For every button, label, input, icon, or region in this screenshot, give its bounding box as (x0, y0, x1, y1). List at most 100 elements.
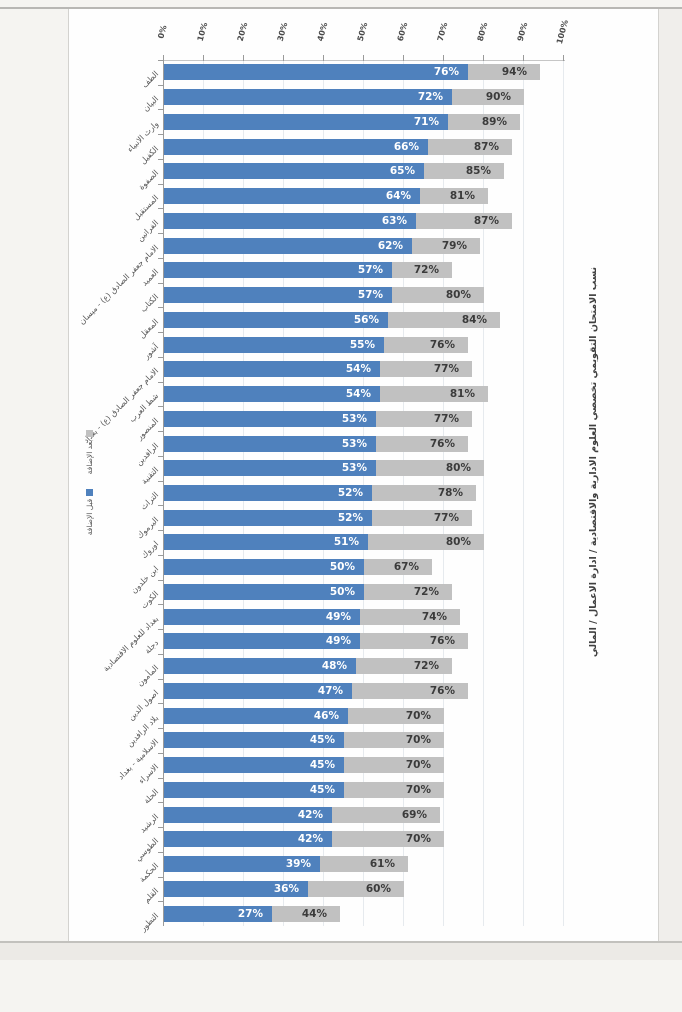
bar-value-after: 87% (473, 215, 499, 227)
category-axis-tick (158, 827, 163, 828)
bar-value-after: 76% (429, 438, 455, 450)
category-axis-tick (158, 728, 163, 729)
bar-value-after: 90% (485, 91, 511, 103)
bar-value-before: 47% (317, 685, 343, 697)
value-axis-tick (163, 55, 164, 61)
value-axis-tick (283, 55, 284, 61)
category-axis-tick (158, 456, 163, 457)
bar-value-before: 65% (389, 165, 415, 177)
bar-before (164, 287, 392, 303)
category-axis-tick (158, 530, 163, 531)
category-axis-tick (158, 481, 163, 482)
bar-value-after: 70% (405, 759, 431, 771)
value-axis-line (159, 60, 565, 61)
bar-before (164, 337, 384, 353)
bar-before (164, 188, 420, 204)
bar-before (164, 633, 360, 649)
bar-value-before: 54% (345, 388, 371, 400)
bar-before (164, 708, 348, 724)
bar-before (164, 732, 344, 748)
chart-title: نسب الامتحان التقويمي تخصصي العلوم الادا… (588, 266, 599, 658)
bar-value-before: 48% (321, 660, 347, 672)
bar-before (164, 238, 412, 254)
bar-value-before: 45% (309, 759, 335, 771)
bar-before (164, 757, 344, 773)
value-axis-tick (403, 55, 404, 61)
category-axis-tick (158, 109, 163, 110)
gridline (523, 61, 524, 926)
value-axis-tick (243, 55, 244, 61)
bar-value-after: 78% (437, 487, 463, 499)
bar-before (164, 807, 332, 823)
bar-value-before: 51% (333, 536, 359, 548)
bar-value-before: 62% (377, 240, 403, 252)
bar-before (164, 411, 376, 427)
gridline (483, 61, 484, 926)
bar-value-before: 36% (273, 883, 299, 895)
bar-value-before: 57% (357, 289, 383, 301)
bar-value-after: 81% (449, 388, 475, 400)
bar-value-before: 50% (329, 586, 355, 598)
bar-value-after: 67% (393, 561, 419, 573)
bar-value-before: 42% (297, 833, 323, 845)
bar-before (164, 361, 380, 377)
bar-before (164, 534, 368, 550)
category-axis-tick (158, 679, 163, 680)
category-axis-tick (158, 382, 163, 383)
bar-value-after: 77% (433, 512, 459, 524)
bar-value-before: 42% (297, 809, 323, 821)
bar-value-before: 76% (433, 66, 459, 78)
category-axis-tick (158, 431, 163, 432)
legend-label-before: قبل الإضافة (84, 498, 94, 536)
bar-value-before: 45% (309, 784, 335, 796)
category-axis-tick (158, 778, 163, 779)
category-axis-tick (158, 901, 163, 902)
legend-swatch-before (85, 488, 93, 496)
category-axis-tick (158, 184, 163, 185)
value-axis-tick (563, 55, 564, 61)
value-axis-tick (523, 55, 524, 61)
category-axis-tick (158, 208, 163, 209)
category-axis-tick (158, 134, 163, 135)
category-axis-tick (158, 852, 163, 853)
value-axis-tick (363, 55, 364, 61)
bar-value-before: 49% (325, 635, 351, 647)
value-axis-tick (443, 55, 444, 61)
legend-label-after: بعد الإضافة (84, 439, 94, 475)
bar-value-before: 52% (337, 512, 363, 524)
bar-value-after: 85% (465, 165, 491, 177)
bar-value-before: 53% (341, 413, 367, 425)
page-frame-bottom (0, 941, 682, 943)
bar-before (164, 114, 448, 130)
bar-value-after: 80% (445, 462, 471, 474)
bar-value-before: 49% (325, 611, 351, 623)
bar-value-after: 72% (413, 660, 439, 672)
bar-before (164, 559, 364, 575)
bar-before (164, 64, 468, 80)
bar-value-before: 71% (413, 116, 439, 128)
bar-before (164, 658, 356, 674)
category-axis-tick (158, 159, 163, 160)
bar-value-before: 55% (349, 339, 375, 351)
bar-value-before: 39% (285, 858, 311, 870)
category-axis-tick (158, 629, 163, 630)
category-axis-tick (158, 85, 163, 86)
bar-before (164, 262, 392, 278)
bar-value-after: 74% (421, 611, 447, 623)
category-axis-tick (158, 406, 163, 407)
bar-value-after: 79% (441, 240, 467, 252)
bar-value-after: 81% (449, 190, 475, 202)
category-axis-tick (158, 753, 163, 754)
bar-value-after: 80% (445, 536, 471, 548)
bar-value-after: 72% (413, 586, 439, 598)
bar-value-before: 57% (357, 264, 383, 276)
category-axis-tick (158, 505, 163, 506)
bar-before (164, 609, 360, 625)
bar-value-after: 70% (405, 833, 431, 845)
bar-before (164, 163, 424, 179)
bar-value-after: 76% (429, 635, 455, 647)
bar-value-after: 61% (369, 858, 395, 870)
category-axis-tick (158, 357, 163, 358)
bar-value-after: 76% (429, 339, 455, 351)
bar-before (164, 831, 332, 847)
